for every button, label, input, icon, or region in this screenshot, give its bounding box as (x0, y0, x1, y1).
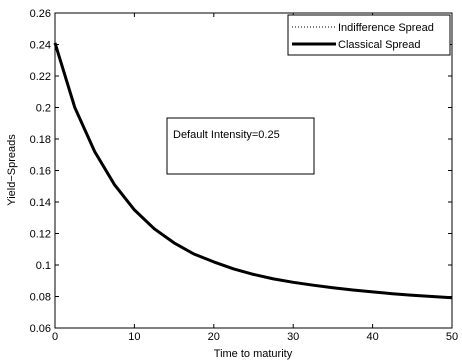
annotation: Default Intensity=0.25 (166, 117, 315, 175)
y-tick-label: 0.12 (30, 229, 51, 241)
y-tick-label: 0.18 (30, 134, 51, 146)
y-tick-label: 0.06 (30, 323, 51, 335)
series-lines (53, 42, 453, 300)
y-tick-label: 0.22 (30, 71, 51, 83)
x-tick-label: 50 (446, 331, 458, 343)
annotation-text: Default Intensity=0.25 (173, 129, 280, 141)
y-tick-label: 0.14 (30, 197, 51, 209)
x-tick-label: 0 (52, 331, 58, 343)
series-line-classical-spread (53, 42, 453, 300)
legend-label-classical: Classical Spread (338, 39, 421, 51)
y-tick-label: 0.24 (30, 40, 51, 52)
y-tick-label: 0.2 (36, 103, 51, 115)
y-tick-label: 0.08 (30, 292, 51, 304)
y-axis-label: Yield−Spreads (6, 134, 18, 206)
x-tick-label: 30 (287, 331, 299, 343)
x-tick-label: 20 (208, 331, 220, 343)
y-tick-label: 0.16 (30, 166, 51, 178)
legend-label-indifference: Indifference Spread (338, 22, 434, 34)
axis-ticks: 0 10 20 30 40 50 0.06 0.08 0.1 0.12 0.14 0.16 0.18 0.… (30, 8, 459, 343)
x-tick-label: 40 (366, 331, 378, 343)
y-tick-label: 0.1 (36, 260, 51, 272)
legend: Indifference Spread Classical Spread (287, 14, 451, 56)
annotation-box (166, 117, 315, 175)
legend-box (287, 14, 451, 56)
x-tick-label: 10 (128, 331, 140, 343)
x-axis-label: Time to maturity (214, 348, 293, 360)
y-tick-label: 0.26 (30, 8, 51, 20)
